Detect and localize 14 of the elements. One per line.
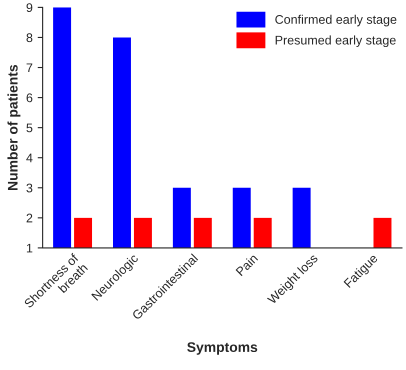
x-axis-title: Symptoms (187, 342, 258, 355)
x-tick-label: Pain (235, 253, 258, 276)
y-tick-label: 9 (26, 3, 32, 12)
y-tick-label: 2 (26, 214, 32, 222)
y-tick-label: 4 (26, 154, 33, 162)
y-tick-label: 5 (26, 124, 32, 132)
y-tick-label: 8 (26, 33, 32, 42)
legend-label: Confirmed early stage (275, 14, 396, 26)
legend-label: Presumed early stage (276, 35, 396, 48)
y-tick-label: 6 (26, 93, 32, 102)
y-tick-label: 7 (26, 63, 32, 72)
y-axis-title: Number of patients (7, 64, 20, 190)
y-tick-label: 1 (26, 244, 32, 252)
y-tick-label: 3 (26, 184, 32, 192)
